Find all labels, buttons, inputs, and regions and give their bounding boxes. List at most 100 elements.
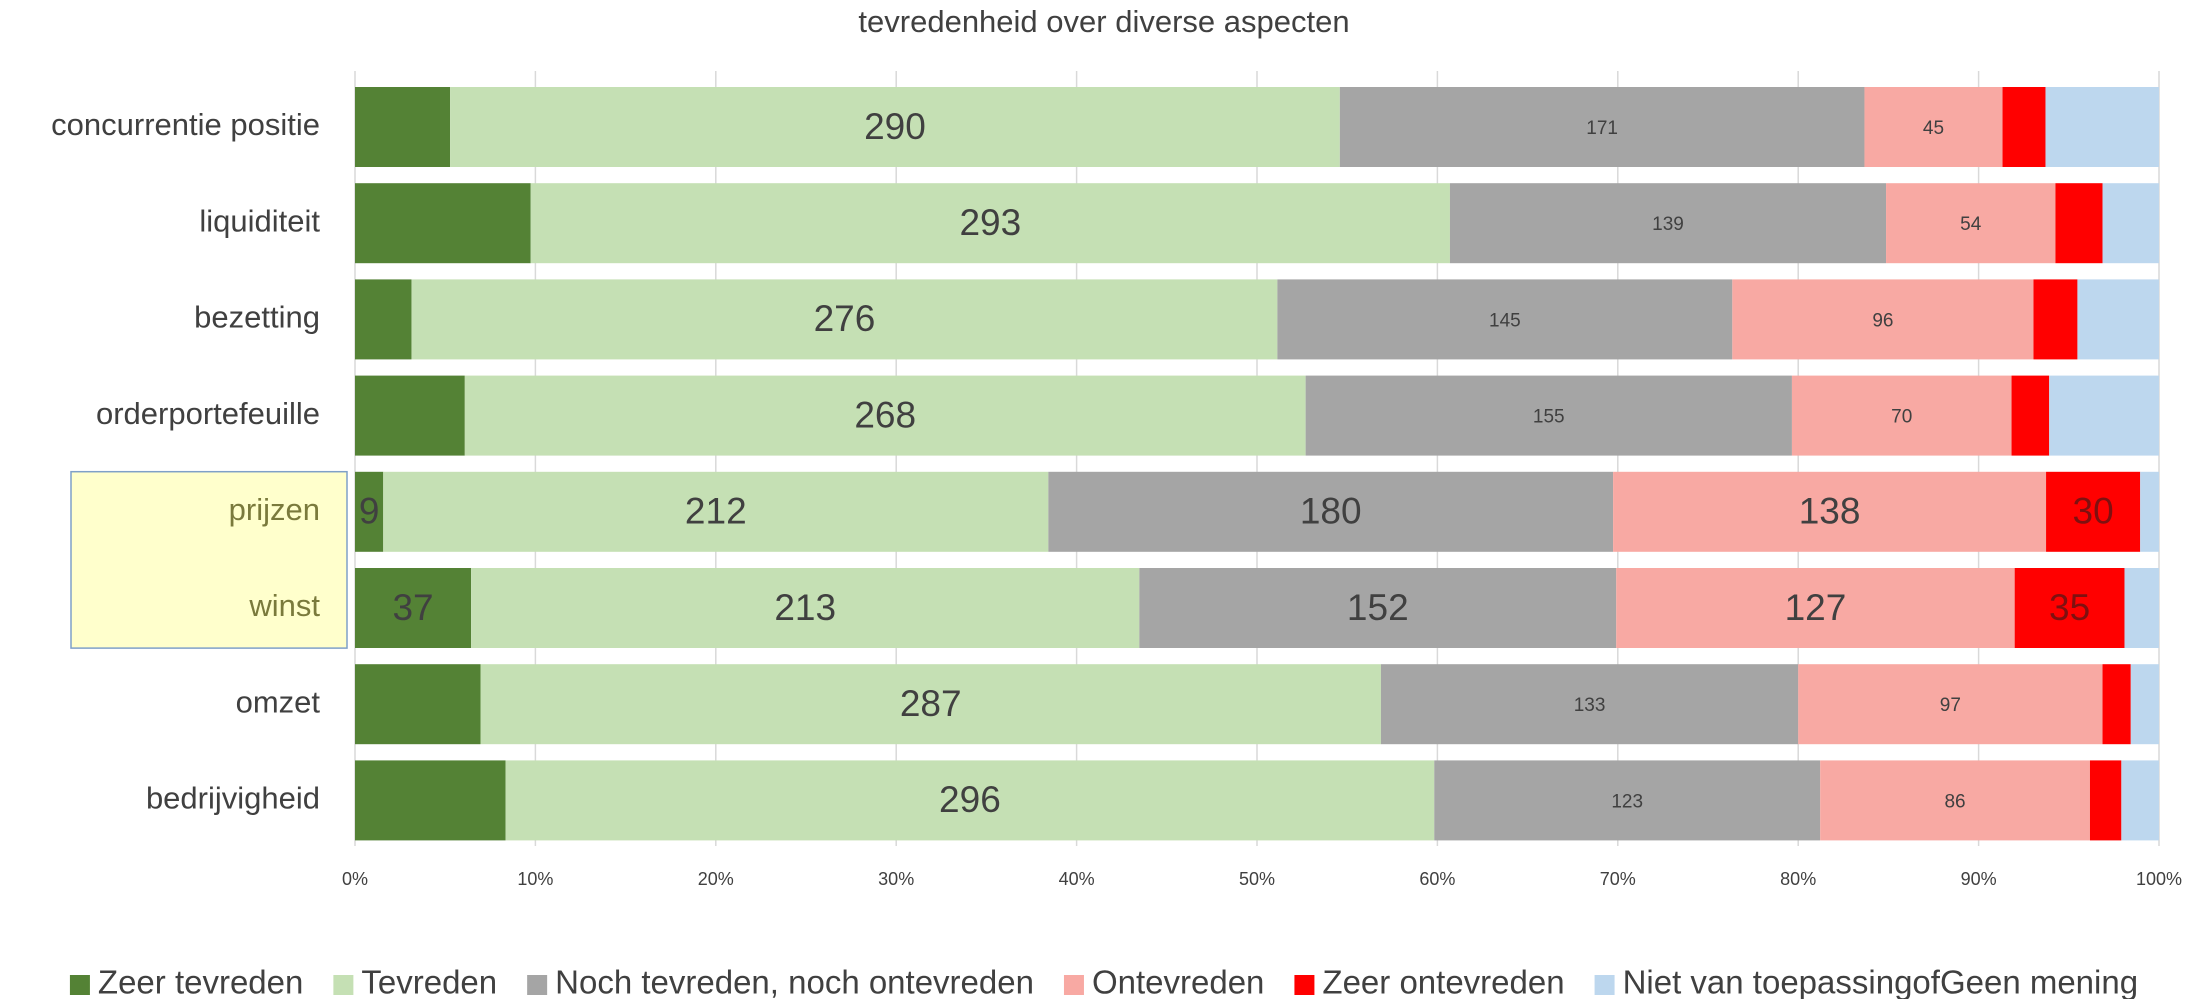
bar-segment (355, 471, 384, 552)
bar-segment (2130, 664, 2159, 745)
bar-segment (1339, 87, 1865, 167)
bar-segment (2049, 375, 2159, 456)
bar-segment (505, 760, 1435, 841)
legend-label: Zeer ontevreden (1322, 964, 1564, 999)
bar-segment (355, 664, 481, 745)
data-label: 212 (685, 491, 747, 532)
chart-title: tevredenheid over diverse aspecten (858, 4, 1349, 39)
bar-segment (355, 568, 472, 648)
x-tick-label: 10% (517, 869, 553, 889)
bar-segment (1048, 471, 1614, 552)
data-label: 54 (1960, 214, 1982, 235)
bar-segment (464, 375, 1306, 456)
data-label: 268 (854, 394, 916, 435)
data-label: 180 (1300, 491, 1362, 532)
bar-segment (383, 471, 1049, 552)
bar-segment (2140, 471, 2159, 552)
data-label: 296 (939, 779, 1001, 820)
x-tick-label: 0% (342, 869, 368, 889)
legend-swatch (1294, 975, 1315, 995)
bar-segment (355, 760, 506, 841)
bar-segment (2014, 568, 2125, 648)
bar-segment (471, 568, 1140, 648)
bar-segment (2033, 279, 2078, 360)
bar-segment (2077, 279, 2159, 360)
legend-swatch (1594, 975, 1615, 995)
data-label: 171 (1586, 118, 1618, 139)
data-label: 152 (1347, 587, 1409, 628)
data-label: 30 (2073, 491, 2114, 532)
bar-segment (1449, 183, 1887, 264)
data-label: 123 (1611, 791, 1643, 812)
bar-segment (1305, 375, 1792, 456)
data-label: 290 (864, 106, 926, 147)
data-label: 133 (1574, 695, 1606, 716)
bar-segment (530, 183, 1450, 264)
data-label: 139 (1652, 214, 1684, 235)
bar-segment (2046, 471, 2141, 552)
x-tick-label: 70% (1600, 869, 1636, 889)
bar-segment (1139, 568, 1617, 648)
data-label: 138 (1799, 491, 1861, 532)
x-tick-label: 80% (1780, 869, 1816, 889)
legend-label: Noch tevreden, noch ontevreden (555, 964, 1034, 999)
data-label: 35 (2049, 587, 2090, 628)
x-tick-label: 90% (1961, 869, 1997, 889)
x-tick-label: 40% (1059, 869, 1095, 889)
bar-segment (355, 375, 465, 456)
bar-segment (2102, 183, 2159, 264)
bar-segment (2089, 760, 2122, 841)
bar-segment (1277, 279, 1733, 360)
data-label: 86 (1944, 791, 1965, 812)
bar-segment (450, 87, 1340, 167)
bar-segment (1864, 87, 2003, 167)
bar-segment (1380, 664, 1799, 745)
y-tick-label: omzet (236, 684, 321, 719)
bar-segment (2124, 568, 2159, 648)
y-tick-label: bezetting (194, 300, 320, 335)
legend-label: Niet van toepassingofGeen mening (1623, 964, 2139, 999)
data-label: 276 (814, 298, 876, 339)
bar-segment (2121, 760, 2159, 841)
y-tick-label: prijzen (229, 492, 320, 527)
data-label: 293 (959, 202, 1021, 243)
bar-segment (1613, 471, 2047, 552)
legend-label: Tevreden (361, 964, 497, 999)
data-label: 70 (1891, 407, 1912, 428)
bar-segment (2102, 664, 2131, 745)
data-label: 213 (774, 587, 836, 628)
bar-segment (480, 664, 1381, 745)
legend-swatch (527, 975, 548, 995)
bar-segment (1886, 183, 2056, 264)
y-tick-label: bedrijvigheid (146, 781, 320, 816)
bar-segment (1798, 664, 2103, 745)
legend-swatch (1063, 975, 1084, 995)
x-tick-label: 50% (1239, 869, 1275, 889)
x-tick-label: 60% (1419, 869, 1455, 889)
y-tick-label: concurrentie positie (51, 107, 320, 142)
bar-segment (2055, 183, 2103, 264)
data-label: 9 (359, 491, 380, 532)
bar-segment (1434, 760, 1821, 841)
bar-segment (1616, 568, 2015, 648)
highlight-box (70, 470, 348, 649)
bar-segment (355, 183, 531, 264)
bar-segment (1791, 375, 2012, 456)
y-tick-label: winst (248, 588, 320, 623)
data-label: 287 (900, 683, 962, 724)
data-label: 127 (1785, 587, 1847, 628)
data-label: 96 (1872, 310, 1893, 331)
bar-segment (411, 279, 1278, 360)
bar-segment (355, 87, 451, 167)
bar-segment (355, 279, 412, 360)
y-tick-label: liquiditeit (199, 203, 320, 238)
bar-segment (2002, 87, 2046, 167)
y-tick-label: orderportefeuille (96, 396, 320, 431)
data-label: 97 (1940, 695, 1961, 716)
legend-swatch (333, 975, 354, 995)
legend-label: Ontevreden (1092, 964, 1264, 999)
bar-segment (1732, 279, 2034, 360)
x-tick-label: 100% (2136, 869, 2182, 889)
data-label: 155 (1533, 407, 1565, 428)
